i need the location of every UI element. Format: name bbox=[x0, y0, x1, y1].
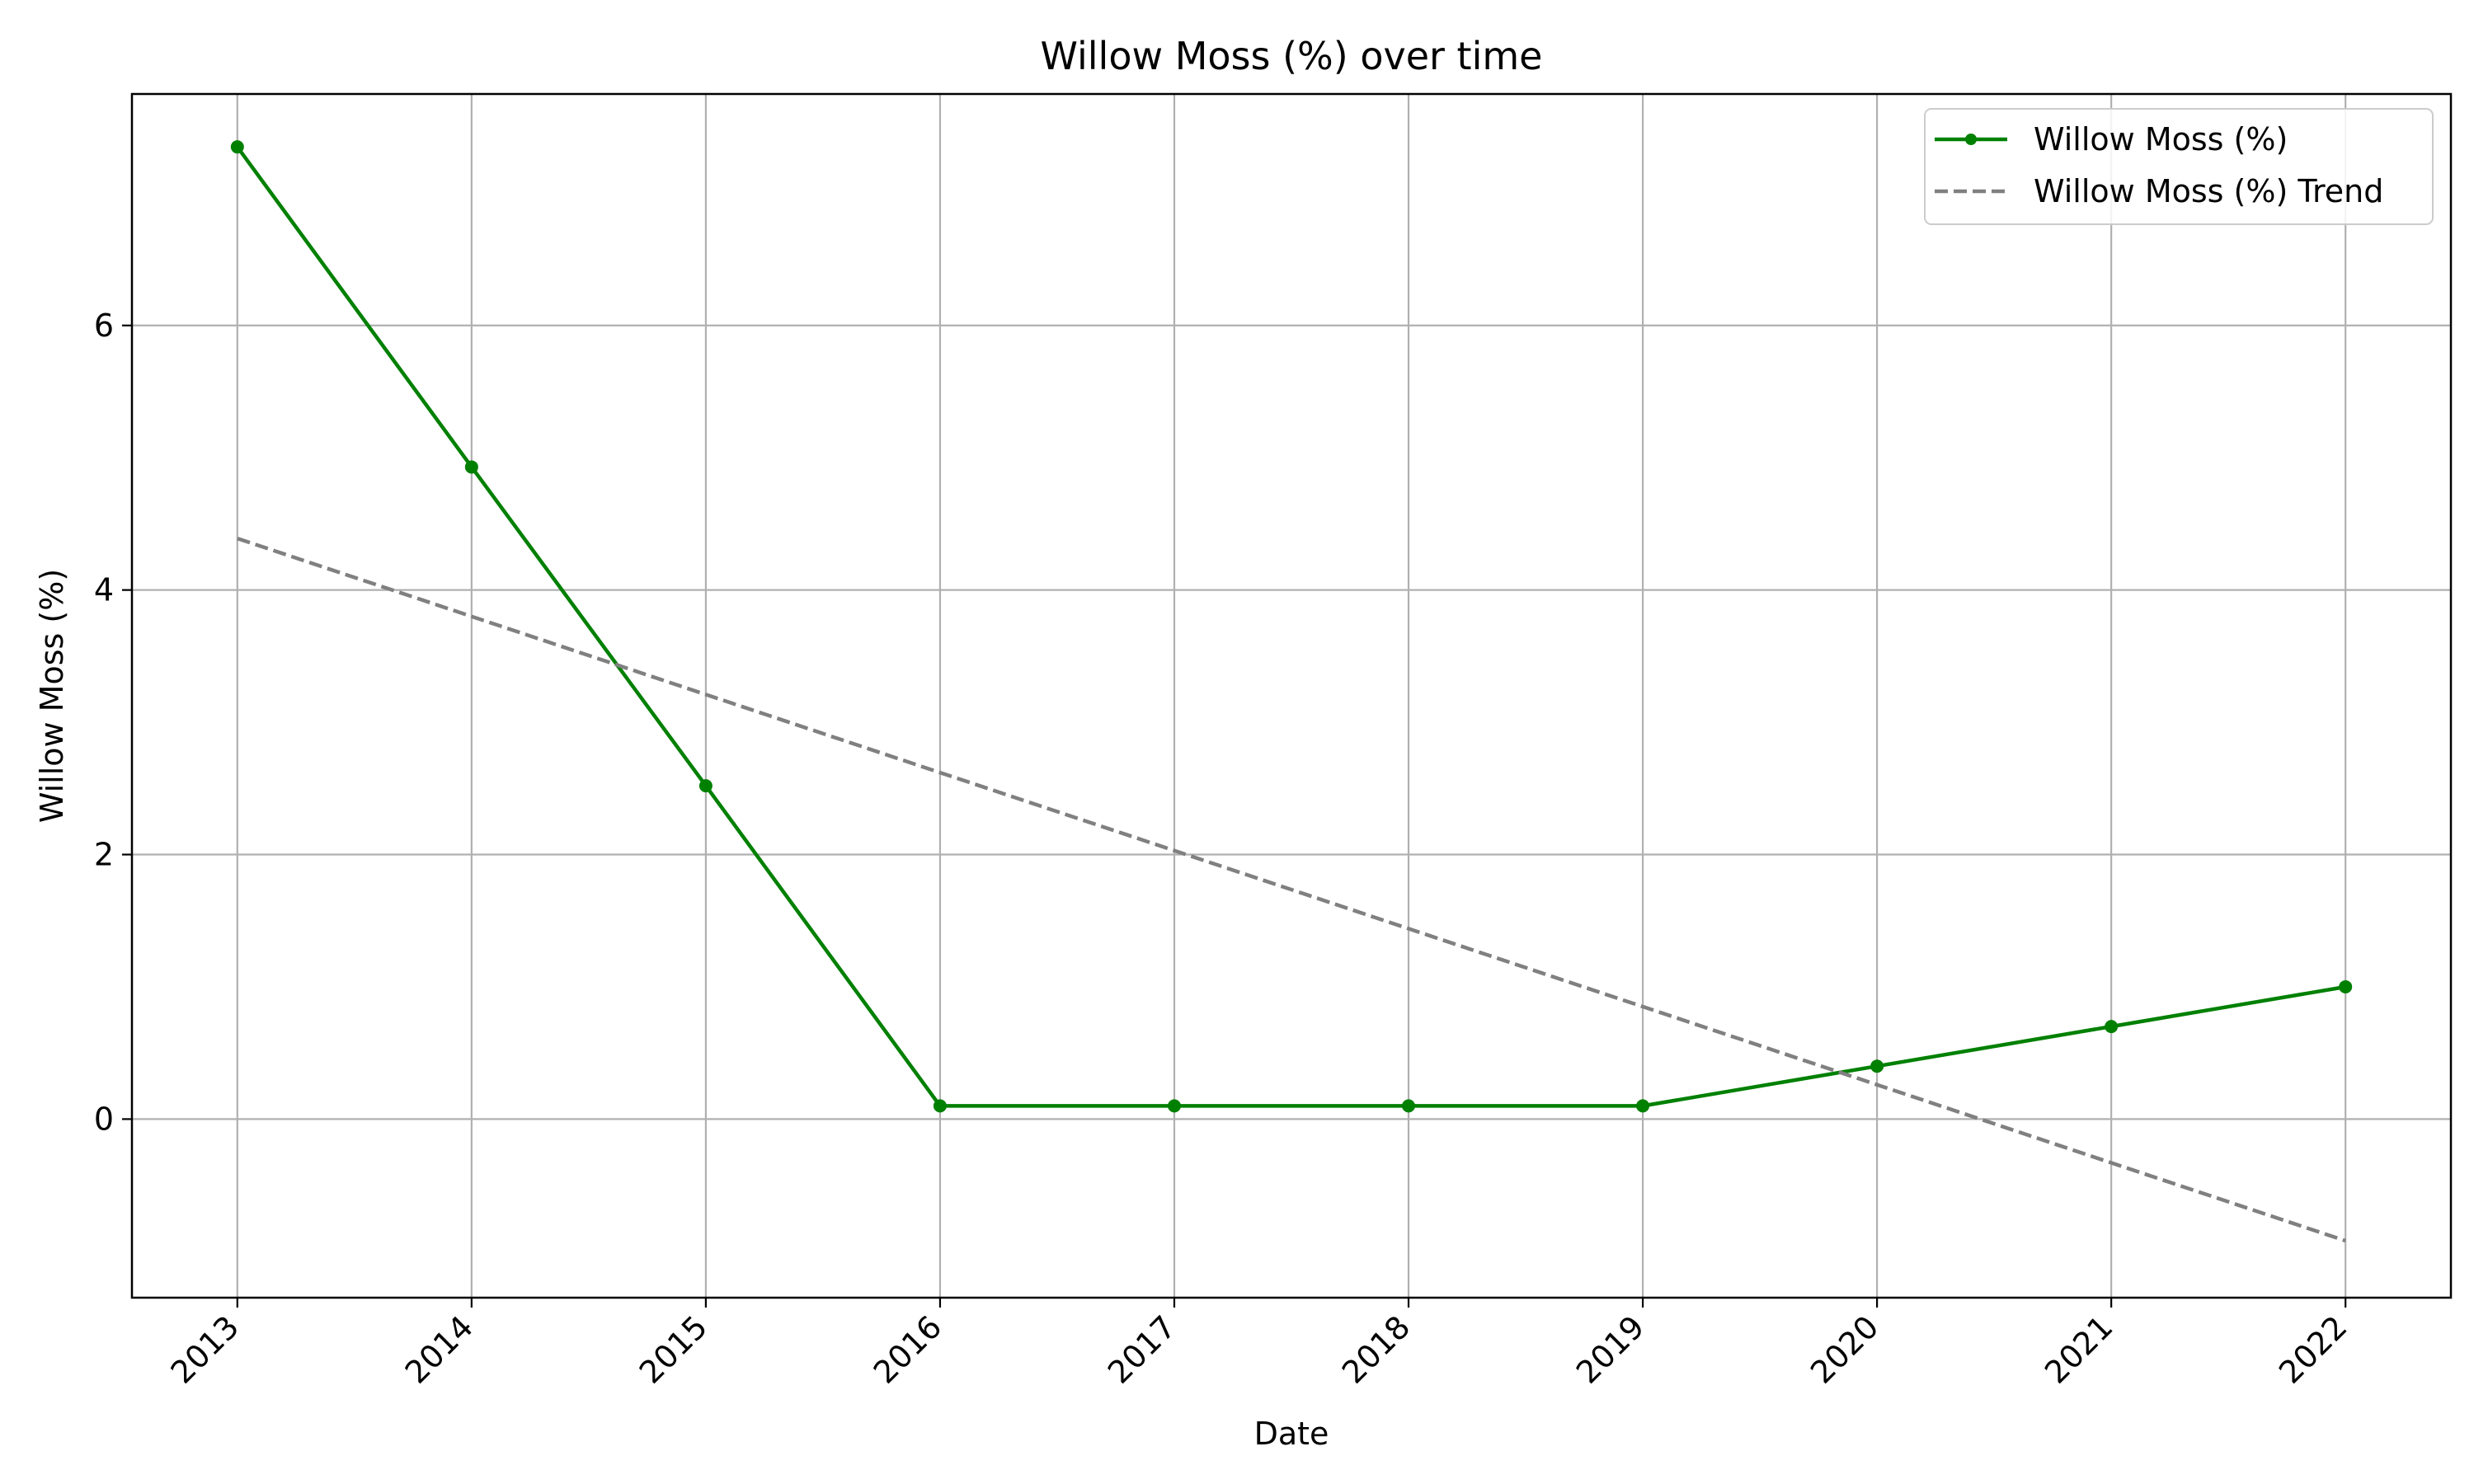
x-axis-label: Date bbox=[1254, 1416, 1329, 1452]
data-point bbox=[1167, 1099, 1181, 1113]
willow-moss-line bbox=[235, 145, 2346, 1108]
y-tick-label: 2 bbox=[94, 837, 114, 873]
data-point bbox=[933, 1099, 947, 1113]
data-point bbox=[1636, 1099, 1650, 1113]
legend-label-trend: Willow Moss (%) Trend bbox=[2034, 173, 2383, 209]
legend-box bbox=[1924, 108, 2434, 225]
data-point bbox=[2339, 979, 2353, 993]
plot-frame bbox=[130, 92, 2453, 1299]
legend: Willow Moss (%) Willow Moss (%) Trend bbox=[1924, 108, 2434, 225]
y-axis-label: Willow Moss (%) bbox=[34, 569, 70, 823]
legend-label-willow-moss: Willow Moss (%) bbox=[2034, 121, 2288, 157]
y-tick-label: 0 bbox=[94, 1101, 114, 1137]
data-point bbox=[698, 779, 713, 793]
data-point bbox=[230, 140, 244, 154]
willow-moss-trend-line bbox=[237, 536, 2346, 1243]
y-tick-label: 4 bbox=[94, 572, 114, 608]
data-point bbox=[2105, 1020, 2119, 1034]
data-point bbox=[1402, 1099, 1416, 1113]
chart-title: Willow Moss (%) over time bbox=[1041, 34, 1543, 78]
series-layer bbox=[230, 140, 2353, 1243]
legend-marker-willow-moss bbox=[1965, 134, 1977, 145]
data-point bbox=[464, 460, 478, 474]
data-point bbox=[1870, 1059, 1884, 1073]
y-tick-label: 6 bbox=[94, 308, 114, 344]
